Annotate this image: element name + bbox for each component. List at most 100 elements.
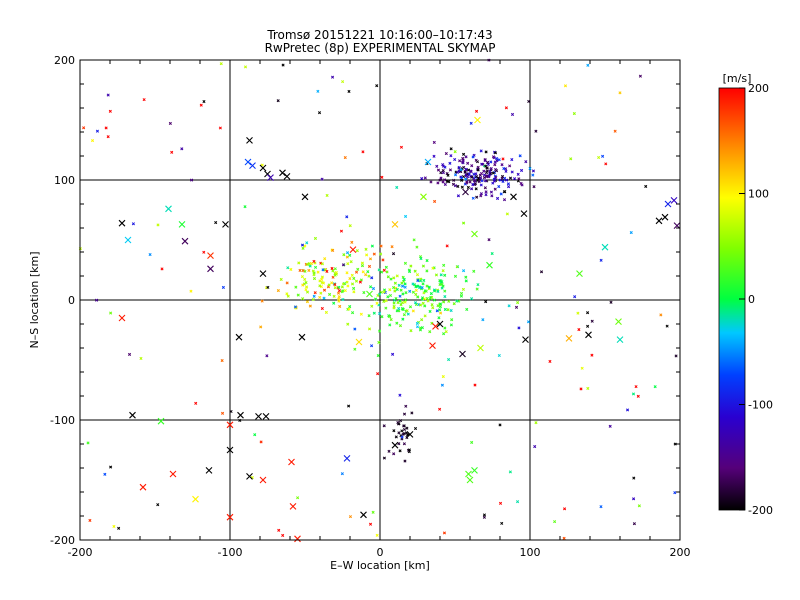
velocity-point [142,98,146,102]
velocity-cross [585,331,592,339]
velocity-cross [301,193,309,201]
velocity-cross [615,318,622,325]
velocity-point [461,156,465,160]
velocity-point [293,305,298,309]
velocity-point [260,299,264,303]
velocity-point [202,99,206,104]
velocity-cross-stroke [249,162,256,169]
velocity-point [286,266,290,270]
velocity-point [95,129,99,133]
colorbar-tick-label: 0 [748,293,755,306]
velocity-point [331,248,335,252]
velocity-point [414,288,418,292]
velocity-point [414,292,418,297]
velocity-point [318,284,322,288]
velocity-point [477,176,481,180]
velocity-point [375,84,379,88]
y-axis-ticks: -200 -100 0 100 200 [50,54,680,547]
velocity-point [456,170,460,174]
velocity-point [106,135,110,139]
velocity-point [386,275,390,279]
velocity-cross [471,467,478,474]
velocity-point [498,501,503,505]
velocity-point [180,147,184,151]
velocity-point [482,169,486,173]
velocity-point [95,298,99,302]
velocity-point [259,325,263,329]
velocity-point [377,303,381,307]
velocity-point [634,385,638,389]
y-axis-label: N–S location [km] [28,251,41,348]
velocity-point [339,229,343,233]
velocity-point [442,332,446,336]
velocity-cross-stroke [355,338,363,346]
velocity-point [353,327,357,331]
velocity-point [460,185,464,189]
x-axis-label: E–W location [km] [330,559,430,572]
velocity-cross [298,333,306,341]
velocity-cross-stroke [259,164,267,172]
velocity-point [423,176,427,180]
velocity-cross-stroke [222,221,229,228]
velocity-point [508,164,512,168]
velocity-point [459,175,463,179]
velocity-point [281,63,285,67]
velocity-cross [522,336,529,343]
velocity-point [360,264,365,268]
velocity-point [464,279,468,283]
velocity-point [399,419,403,423]
velocity-point [489,190,493,194]
velocity-point [428,309,432,313]
velocity-point [199,103,203,107]
velocity-cross-stroke [655,217,663,225]
velocity-point [484,193,488,197]
velocity-cross-stroke [601,243,609,251]
velocity-point [618,91,622,95]
velocity-cross-stroke [471,230,478,238]
velocity-cross-stroke [279,169,286,177]
velocity-point [393,281,397,285]
velocity-cross-stroke [129,411,136,419]
velocity-cross [432,323,439,330]
velocity-point [397,283,401,287]
velocity-point [375,533,379,537]
velocity-point [441,375,445,379]
velocity-cross [262,413,270,420]
velocity-point [359,278,363,282]
velocity-cross-stroke [124,236,132,244]
velocity-point [301,246,305,250]
velocity-cross-stroke [343,455,351,462]
velocity-point [189,289,193,293]
velocity-cross [246,473,253,480]
velocity-point [599,505,603,509]
velocity-point [482,173,487,177]
velocity-point [527,99,531,104]
velocity-point [314,265,318,269]
velocity-point [470,187,474,191]
velocity-point [466,175,470,179]
velocity-point [510,158,514,162]
velocity-point [340,290,344,294]
velocity-point [590,319,594,323]
velocity-point [442,300,446,304]
velocity-point [327,283,331,287]
grid-lines [80,60,680,540]
velocity-point [446,308,450,312]
velocity-point [320,277,324,282]
velocity-point [398,449,402,453]
velocity-point [459,294,463,298]
velocity-point [156,503,160,507]
velocity-point [109,311,113,315]
velocity-cross [391,221,399,228]
velocity-cross-stroke [192,495,199,503]
velocity-point [397,306,401,311]
velocity-point [418,285,422,289]
velocity-cross [420,193,427,201]
velocity-point [367,274,371,278]
velocity-point [531,173,535,177]
velocity-point [465,181,469,185]
velocity-point [517,326,521,330]
velocity-point [472,269,476,273]
velocity-point [415,245,419,249]
velocity-point [487,238,491,242]
